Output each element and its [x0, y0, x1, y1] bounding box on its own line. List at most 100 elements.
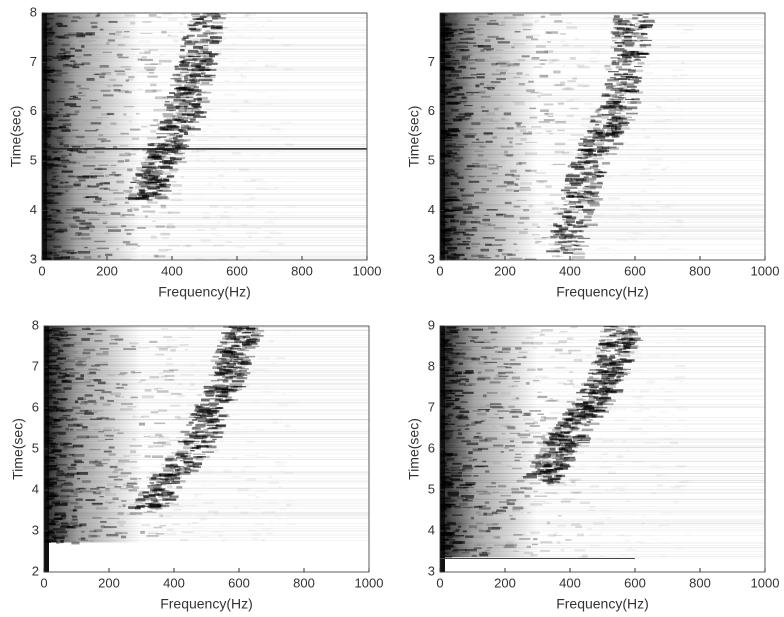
texture-stroke	[152, 221, 155, 222]
texture-stroke	[56, 464, 67, 465]
texture-stroke	[43, 220, 55, 222]
texture-stroke	[182, 532, 193, 533]
ridge-stroke	[597, 141, 602, 142]
texture-stroke	[203, 470, 215, 472]
texture-stroke	[53, 166, 61, 167]
texture-stroke	[662, 168, 666, 170]
ridge-stroke	[223, 380, 229, 382]
texture-stroke	[248, 495, 257, 496]
texture-stroke	[646, 158, 650, 160]
texture-stroke	[450, 20, 459, 23]
texture-stroke	[671, 69, 684, 71]
texture-stroke	[464, 169, 472, 170]
texture-stroke	[114, 479, 123, 481]
texture-stroke	[103, 404, 111, 406]
ridge-stroke	[555, 241, 567, 242]
texture-stroke	[608, 197, 621, 200]
ridge-stroke	[186, 424, 192, 426]
texture-stroke	[129, 200, 140, 203]
texture-stroke	[531, 126, 541, 127]
texture-stroke	[443, 465, 447, 467]
ridge-stroke	[175, 112, 182, 114]
texture-stroke	[626, 239, 638, 242]
texture-stroke	[109, 190, 118, 191]
texture-stroke	[259, 357, 271, 359]
texture-stroke	[44, 70, 50, 72]
ridge-stroke	[584, 136, 592, 138]
texture-stroke	[646, 112, 652, 113]
texture-stroke	[265, 64, 268, 66]
texture-stroke	[535, 241, 541, 243]
texture-stroke	[53, 209, 58, 211]
ridge-stroke	[574, 168, 584, 170]
texture-stroke	[666, 255, 677, 257]
y-tick-label: 4	[428, 202, 435, 217]
texture-stroke	[533, 34, 541, 36]
texture-stroke	[48, 452, 54, 454]
texture-stroke	[52, 25, 62, 26]
ridge-stroke	[206, 395, 214, 396]
texture-stroke	[68, 88, 73, 89]
texture-stroke	[280, 469, 284, 472]
ridge-stroke	[155, 196, 168, 199]
texture-stroke	[440, 15, 447, 17]
texture-stroke	[202, 130, 207, 132]
texture-stroke	[570, 57, 576, 60]
texture-stroke	[75, 234, 80, 235]
texture-stroke	[56, 112, 59, 114]
spectrogram-texture	[440, 325, 765, 572]
texture-stroke	[192, 496, 203, 499]
texture-stroke	[463, 234, 474, 236]
texture-stroke	[229, 24, 235, 25]
texture-stroke	[52, 449, 61, 452]
texture-stroke	[44, 542, 51, 543]
texture-stroke	[488, 164, 498, 166]
texture-stroke	[212, 376, 221, 379]
ridge-stroke	[188, 50, 198, 53]
texture-stroke	[440, 81, 448, 82]
x-tick-label: 800	[293, 575, 315, 590]
y-tick-label: 7	[428, 54, 435, 69]
texture-stroke	[44, 130, 52, 132]
texture-stroke	[111, 165, 117, 166]
texture-stroke	[646, 535, 653, 537]
texture-stroke	[48, 154, 54, 156]
texture-stroke	[97, 13, 100, 16]
texture-stroke	[541, 125, 553, 127]
ridge-stroke	[593, 130, 604, 131]
texture-stroke	[640, 390, 649, 393]
texture-stroke	[675, 328, 684, 330]
texture-stroke	[479, 257, 491, 258]
texture-stroke	[261, 391, 274, 392]
texture-stroke	[74, 110, 79, 113]
texture-stroke	[544, 103, 554, 105]
texture-stroke	[44, 485, 51, 486]
texture-stroke	[664, 426, 668, 428]
texture-stroke	[109, 343, 117, 345]
texture-stroke	[562, 88, 573, 91]
texture-stroke	[542, 223, 548, 224]
texture-stroke	[240, 37, 253, 39]
texture-stroke	[93, 411, 97, 413]
texture-stroke	[475, 219, 478, 221]
ridge-stroke	[189, 422, 194, 424]
ridge-stroke	[242, 332, 251, 334]
texture-stroke	[42, 15, 46, 16]
ridge-stroke	[608, 124, 616, 125]
texture-stroke	[520, 138, 526, 141]
texture-stroke	[507, 73, 517, 74]
texture-stroke	[524, 495, 529, 498]
texture-stroke	[130, 450, 136, 453]
texture-stroke	[255, 496, 259, 498]
texture-stroke	[76, 220, 86, 222]
texture-stroke	[460, 401, 467, 402]
texture-stroke	[260, 407, 271, 409]
ridge-stroke	[609, 126, 618, 129]
ridge-stroke	[173, 74, 181, 76]
texture-stroke	[99, 496, 103, 497]
texture-stroke	[53, 422, 58, 424]
texture-stroke	[547, 116, 553, 117]
texture-stroke	[447, 58, 457, 60]
texture-stroke	[128, 153, 135, 155]
